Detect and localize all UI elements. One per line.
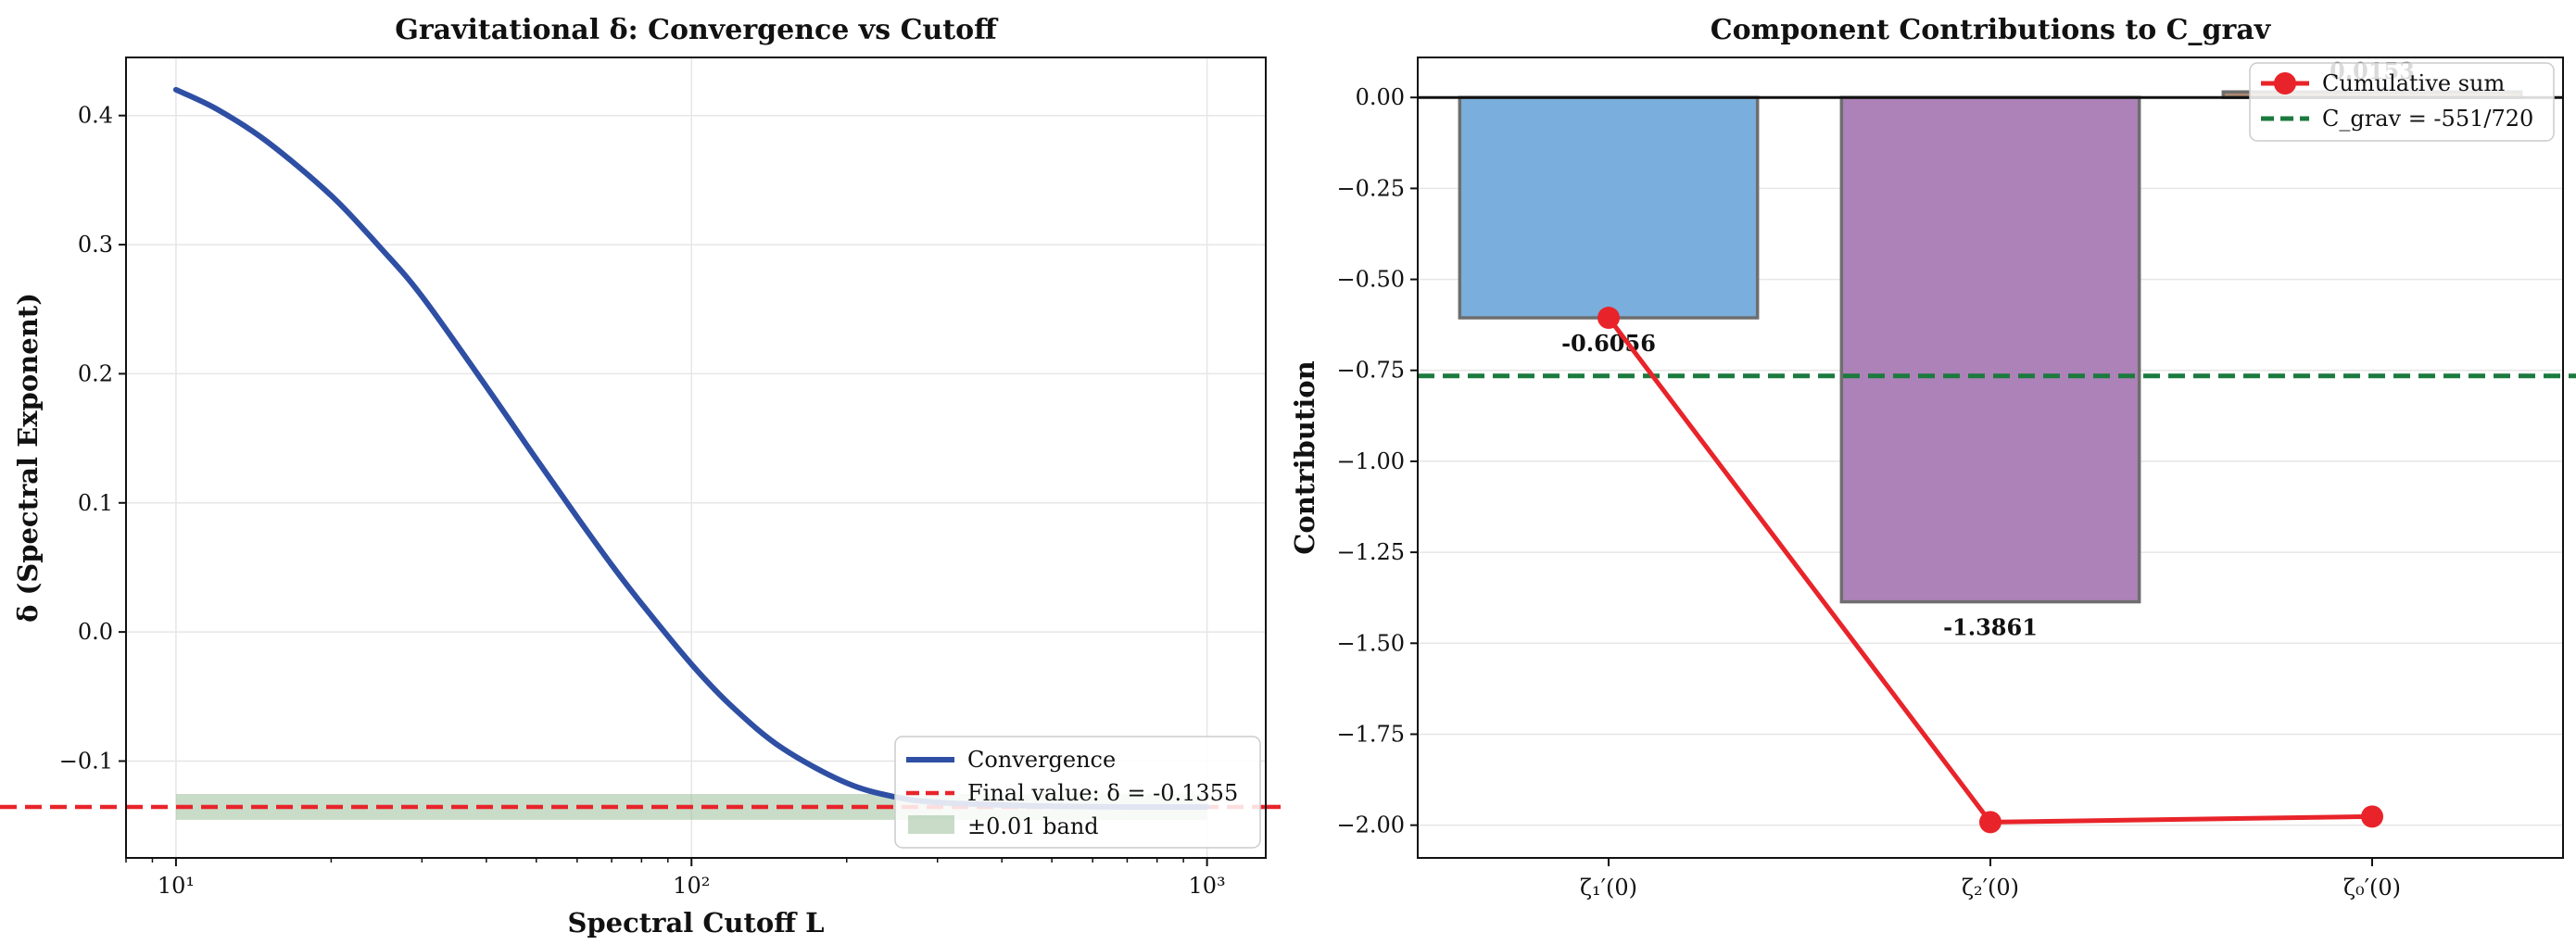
axes-frame (125, 57, 1267, 859)
legend-box (894, 736, 1261, 849)
legend-marker-cumulative (2274, 72, 2296, 94)
x-tick-label: 10¹ (158, 873, 195, 899)
y-tick-label: 0.3 (78, 232, 113, 258)
y-tick-label: −0.25 (1336, 175, 1405, 201)
y-tick-label: 0.0 (78, 619, 113, 645)
chart-title: Gravitational δ: Convergence vs Cutoff (395, 14, 999, 46)
y-tick-label: −0.50 (1336, 267, 1405, 293)
x-tick-label: ζ₀′(0) (2343, 875, 2401, 901)
legend-label-band: ±0.01 band (967, 813, 1099, 839)
legend-label-convergence: Convergence (967, 747, 1116, 773)
y-tick-label: 0.2 (78, 360, 113, 386)
axis-ticks: −0.1 0.0 0.1 0.2 0.3 0.4 10¹ 10² 10³ (59, 103, 1226, 899)
cumulative-sum-point (1979, 811, 2001, 834)
y-tick-label: −0.1 (59, 748, 113, 774)
y-axis-label: Contribution (1289, 360, 1320, 554)
y-tick-label: 0.1 (78, 490, 113, 516)
y-tick-label: −1.00 (1336, 448, 1405, 474)
grid (126, 57, 1266, 858)
y-tick-label: 0.4 (78, 103, 113, 129)
y-tick-label: −0.75 (1336, 358, 1405, 384)
bar (1839, 95, 2141, 604)
legend-swatch-band (908, 815, 954, 834)
axes-frame (1417, 57, 2564, 859)
axis-ticks: 0.00 −0.25 −0.50 −0.75 −1.00 −1.25 −1.50 −1.75 −… (1336, 84, 2401, 901)
legend-label-final-value: Final value: δ = -0.1355 (967, 780, 1238, 806)
bar-value-label: -1.3861 (1943, 614, 2038, 641)
x-tick-label: 10² (673, 873, 710, 899)
y-tick-label: −1.25 (1336, 539, 1405, 565)
x-tick-label: ζ₂′(0) (1962, 875, 2019, 901)
y-tick-label: −2.00 (1336, 813, 1405, 838)
chart-title: Component Contributions to C_grav (1711, 14, 2272, 46)
cumulative-sum-series (1597, 307, 2383, 834)
legend-label-c-grav: C_grav = -551/720 (2322, 106, 2533, 132)
cumulative-sum-point (1597, 307, 1620, 330)
legend: Convergence Final value: δ = -0.1355 ±0.… (894, 736, 1261, 849)
y-tick-label: −1.75 (1336, 721, 1405, 747)
y-tick-label: 0.00 (1356, 84, 1405, 110)
legend-box (2249, 62, 2555, 142)
legend-label-cumulative: Cumulative sum (2322, 70, 2506, 96)
cumulative-sum-point (2361, 805, 2383, 828)
x-tick-label: ζ₁′(0) (1580, 875, 1637, 901)
bar-value-label: -0.6056 (1561, 330, 1656, 357)
y-axis-label: δ (Spectral Exponent) (12, 293, 44, 623)
convergence-panel: −0.1 0.0 0.1 0.2 0.3 0.4 10¹ 10² 10³ Gravitation… (0, 14, 1281, 939)
x-tick-label: 10³ (1189, 873, 1226, 899)
x-axis-label: Spectral Cutoff L (567, 907, 824, 939)
legend: Cumulative sum C_grav = -551/720 (2249, 62, 2555, 142)
bar (1458, 95, 1760, 320)
plot-area (126, 57, 1266, 858)
y-tick-label: −1.50 (1336, 630, 1405, 656)
